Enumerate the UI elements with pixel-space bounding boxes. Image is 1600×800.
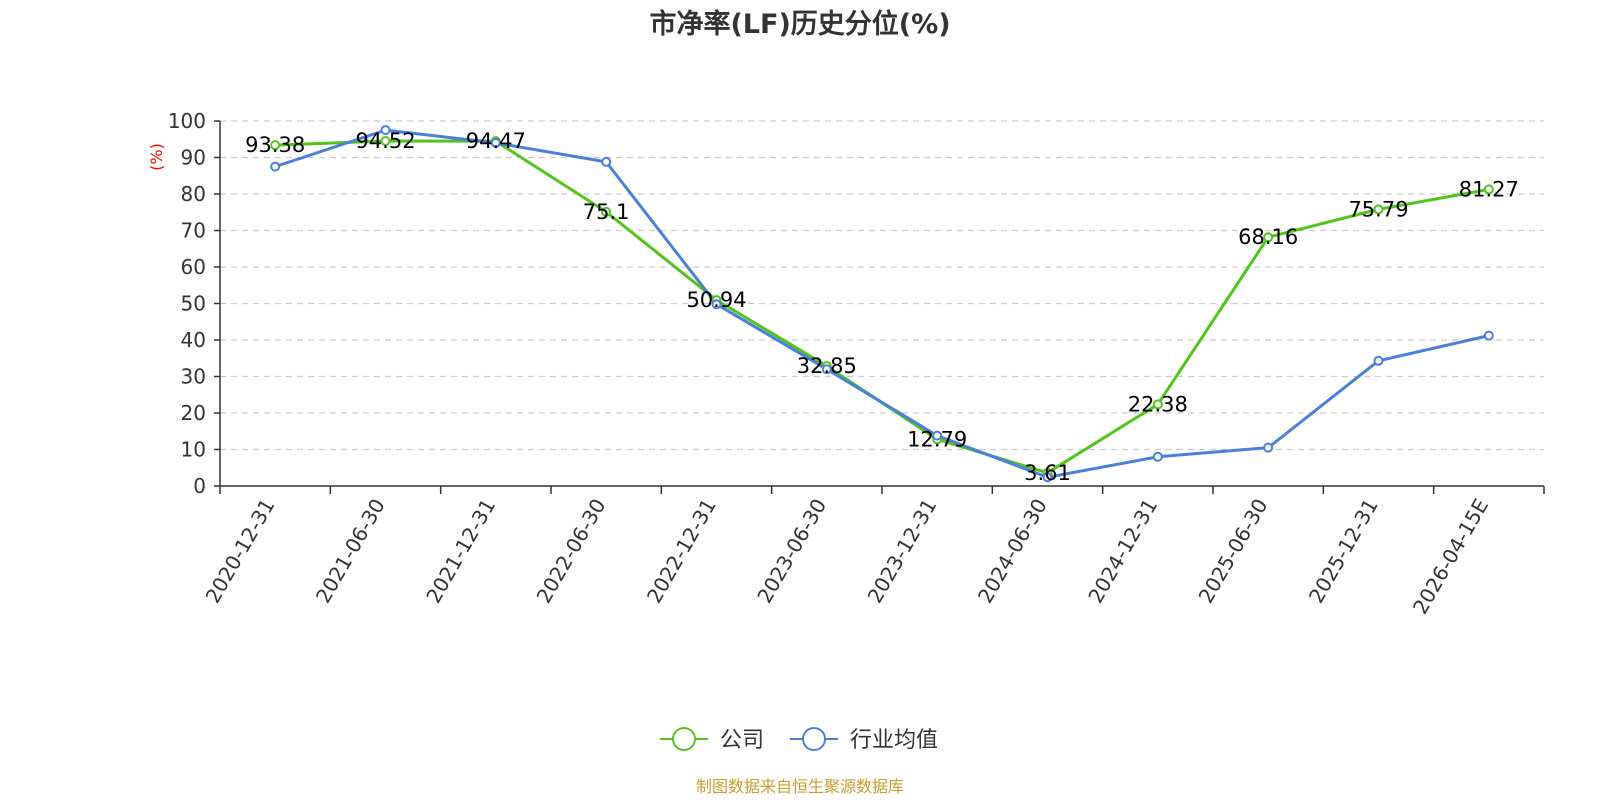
data-label: 3.61	[1024, 461, 1071, 485]
x-tick-label: 2021-06-30	[311, 495, 390, 608]
data-point-industry-average[interactable]	[1042, 472, 1053, 483]
legend-item-company[interactable]: 公司	[660, 727, 764, 753]
data-label: 12.79	[907, 427, 967, 451]
data-point-company[interactable]	[601, 206, 612, 217]
y-tick-label: 20	[181, 401, 206, 425]
data-point-industry-average[interactable]	[821, 364, 832, 375]
data-point-industry-average[interactable]	[380, 125, 391, 136]
data-label: 22.38	[1128, 392, 1188, 416]
data-label: 50.94	[686, 288, 746, 312]
x-tick-label: 2025-12-31	[1304, 495, 1383, 608]
data-label: 81.27	[1459, 177, 1519, 201]
chart-title: 市净率(LF)历史分位(%)	[649, 8, 950, 40]
grid-lines	[220, 120, 1544, 451]
series-line-company	[275, 139, 1490, 475]
x-tick-label: 2022-06-30	[532, 495, 611, 608]
data-point-industry-average[interactable]	[601, 156, 612, 167]
y-tick-label: 70	[181, 219, 206, 243]
x-tick-label: 2024-12-31	[1083, 495, 1162, 608]
x-tick-label: 2026-04-15E	[1408, 495, 1493, 619]
source-note: 制图数据来自恒生聚源数据库	[696, 777, 904, 796]
data-point-company[interactable]	[270, 140, 281, 151]
y-tick-label: 0	[193, 474, 206, 498]
data-label: 75.79	[1348, 197, 1408, 221]
data-point-company[interactable]	[1373, 204, 1384, 215]
legend-marker-company	[672, 727, 696, 751]
data-label: 32.85	[797, 354, 857, 378]
data-label: 94.47	[466, 129, 526, 153]
y-tick-label: 100	[168, 109, 206, 133]
y-axis-label: (%)	[147, 143, 166, 171]
y-tick-label: 10	[181, 438, 206, 462]
data-point-company[interactable]	[380, 136, 391, 147]
legend-label-industry-average: 行业均值	[850, 728, 938, 753]
data-label: 93.38	[245, 133, 305, 157]
y-tick-label: 40	[181, 328, 206, 352]
legend: 公司 行业均值	[660, 727, 938, 753]
data-point-company[interactable]	[1263, 232, 1274, 243]
x-tick-label: 2022-12-31	[642, 495, 721, 608]
data-label: 94.52	[355, 129, 415, 153]
data-point-industry-average[interactable]	[1373, 355, 1384, 366]
data-point-industry-average[interactable]	[932, 430, 943, 441]
x-tick-label: 2024-06-30	[973, 495, 1052, 608]
data-point-industry-average[interactable]	[1263, 442, 1274, 453]
data-point-industry-average[interactable]	[1483, 330, 1494, 341]
series-layer	[270, 125, 1494, 483]
y-tick-label: 60	[181, 255, 206, 279]
x-tick-label: 2021-12-31	[421, 495, 500, 608]
x-tick-label: 2020-12-31	[201, 495, 280, 608]
data-label: 68.16	[1238, 225, 1298, 249]
y-tick-label: 50	[181, 292, 206, 316]
y-tick-label: 30	[181, 365, 206, 389]
data-label: 75.1	[583, 200, 630, 224]
data-point-company[interactable]	[1483, 184, 1494, 195]
series-line-industry-average	[274, 128, 1490, 479]
data-labels: 93.38 94.52 94.47 75.1 50.94 32.85 12.79 3.61 22…	[245, 129, 1519, 485]
x-tick-label: 2023-12-31	[863, 495, 942, 608]
y-tick-label: 80	[181, 182, 206, 206]
data-point-industry-average[interactable]	[711, 299, 722, 310]
data-point-industry-average[interactable]	[270, 161, 281, 172]
legend-label-company: 公司	[720, 728, 764, 753]
data-point-industry-average[interactable]	[490, 137, 501, 148]
x-tick-label: 2025-06-30	[1194, 495, 1273, 608]
data-point-company[interactable]	[1152, 399, 1163, 410]
x-tick-label: 2023-06-30	[752, 495, 831, 608]
y-tick-label: 90	[181, 146, 206, 170]
data-point-industry-average[interactable]	[1152, 451, 1163, 462]
legend-item-industry-average[interactable]: 行业均值	[790, 727, 938, 753]
legend-marker-industry-average	[802, 727, 826, 751]
